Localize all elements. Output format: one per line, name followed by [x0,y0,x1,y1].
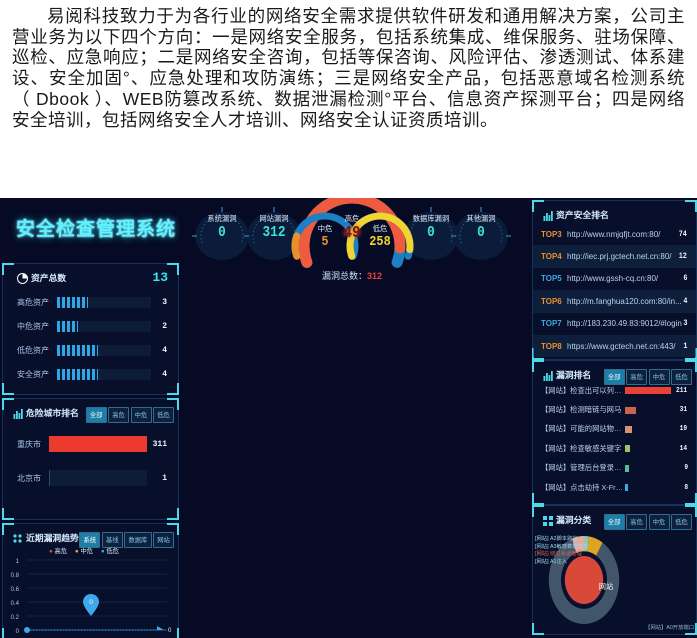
svg-text:0.4: 0.4 [11,601,20,607]
svg-text:0.2: 0.2 [11,615,20,621]
svg-text:0.8: 0.8 [11,573,20,579]
svg-text:0: 0 [168,628,172,634]
svg-text:0.6: 0.6 [11,587,20,593]
svg-text:0: 0 [16,629,20,635]
svg-text:1: 1 [16,559,20,565]
